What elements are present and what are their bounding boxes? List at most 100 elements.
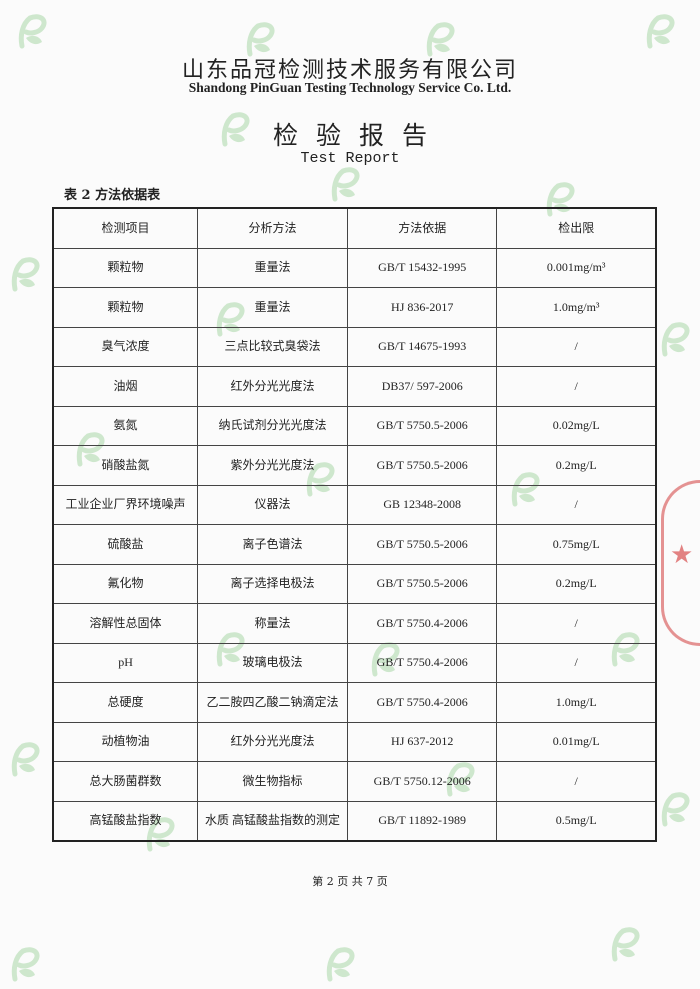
company-name-cn: 山东品冠检测技术服务有限公司 — [181, 58, 518, 83]
item-cell: 高锰酸盐指数 — [52, 800, 199, 842]
detection-limit-cell: / — [496, 366, 657, 407]
detection-limit-cell: 0.001mg/m³ — [496, 247, 657, 288]
report-title-cn: 检验报告 — [272, 121, 445, 150]
detection-limit-cell: 0.02mg/L — [496, 405, 657, 446]
pinguan-logo-icon — [12, 12, 52, 52]
item-cell: pH — [52, 642, 199, 683]
pinguan-logo-icon — [215, 110, 255, 150]
table-row: 颗粒物 重量法 GB/T 15432-1995 0.001mg/m³ — [52, 247, 657, 288]
detection-limit-cell: / — [496, 603, 657, 644]
column-header: 方法依据 — [346, 207, 498, 249]
column-header: 分析方法 — [197, 207, 348, 249]
method-cell: 重量法 — [197, 247, 348, 288]
method-cell: 称量法 — [197, 603, 348, 644]
standard-cell: HJ 637-2012 — [346, 721, 498, 762]
item-cell: 硫酸盐 — [52, 524, 199, 565]
pinguan-logo-icon — [655, 790, 695, 830]
standard-cell: GB/T 5750.5-2006 — [346, 405, 498, 446]
method-cell: 仪器法 — [197, 484, 348, 525]
standard-cell: GB/T 5750.4-2006 — [346, 603, 498, 644]
item-cell: 颗粒物 — [52, 287, 199, 328]
detection-limit-cell: 1.0mg/L — [496, 682, 657, 723]
method-cell: 离子选择电极法 — [197, 563, 348, 604]
report-title-en: Test Report — [300, 150, 400, 167]
detection-limit-cell: / — [496, 761, 657, 802]
method-cell: 水质 高锰酸盐指数的测定 — [197, 800, 348, 842]
item-cell: 动植物油 — [52, 721, 199, 762]
method-basis-table: 检测项目 分析方法 方法依据 检出限 颗粒物 重量法 GB/T 15432-1995… — [52, 207, 657, 842]
standard-cell: DB37/ 597-2006 — [346, 366, 498, 407]
standard-cell: GB/T 11892-1989 — [346, 800, 498, 842]
table-row: 氨氮 纳氏试剂分光光度法 GB/T 5750.5-2006 0.02mg/L — [52, 405, 657, 446]
table-row: 溶解性总固体 称量法 GB/T 5750.4-2006/ — [52, 603, 657, 644]
standard-cell: GB 12348-2008 — [346, 484, 498, 525]
detection-limit-cell: 0.01mg/L — [496, 721, 657, 762]
company-name-en: Shandong PinGuan Testing Technology Serv… — [188, 80, 512, 95]
table-row: 硝酸盐氮 紫外分光光度法 GB/T 5750.5-2006 0.2mg/L — [52, 445, 657, 486]
standard-cell: GB/T 5750.5-2006 — [346, 445, 498, 486]
column-header: 检测项目 — [52, 207, 199, 249]
table-row: 颗粒物 重量法 HJ 836-2017 1.0mg/m³ — [52, 287, 657, 328]
item-cell: 总大肠菌群数 — [52, 761, 199, 802]
standard-cell: GB/T 5750.4-2006 — [346, 642, 498, 683]
table-row: 硫酸盐 离子色谱法 GB/T 5750.5-2006 0.75mg/L — [52, 524, 657, 565]
method-cell: 微生物指标 — [197, 761, 348, 802]
table-header-row: 检测项目 分析方法 方法依据 检出限 — [52, 207, 657, 249]
pinguan-logo-icon — [5, 740, 45, 780]
detection-limit-cell: 0.2mg/L — [496, 563, 657, 604]
detection-limit-cell: 0.2mg/L — [496, 445, 657, 486]
table-row: 油烟 红外分光光度法 DB37/ 597-2006/ — [52, 366, 657, 407]
page-number: 第 2 页 共 7 页 — [312, 875, 388, 888]
pinguan-logo-icon — [655, 320, 695, 360]
item-cell: 溶解性总固体 — [52, 603, 199, 644]
table-row: 动植物油 红外分光光度法 HJ 637-2012 0.01mg/L — [52, 721, 657, 762]
standard-cell: GB/T 5750.12-2006 — [346, 761, 498, 802]
standard-cell: GB/T 15432-1995 — [346, 247, 498, 288]
item-cell: 颗粒物 — [52, 247, 199, 288]
pinguan-logo-icon — [240, 20, 280, 60]
method-cell: 纳氏试剂分光光度法 — [197, 405, 348, 446]
standard-cell: GB/T 14675-1993 — [346, 326, 498, 367]
item-cell: 硝酸盐氮 — [52, 445, 199, 486]
method-cell: 红外分光光度法 — [197, 721, 348, 762]
item-cell: 氟化物 — [52, 563, 199, 604]
pinguan-logo-icon — [605, 925, 645, 965]
detection-limit-cell: 0.75mg/L — [496, 524, 657, 565]
method-cell: 红外分光光度法 — [197, 366, 348, 407]
column-header: 检出限 — [496, 207, 657, 249]
item-cell: 总硬度 — [52, 682, 199, 723]
standard-cell: GB/T 5750.4-2006 — [346, 682, 498, 723]
table-row: 工业企业厂界环境噪声 仪器法 GB 12348-2008/ — [52, 484, 657, 525]
pinguan-logo-icon — [5, 945, 45, 985]
method-cell: 乙二胺四乙酸二钠滴定法 — [197, 682, 348, 723]
pinguan-logo-icon — [5, 255, 45, 295]
method-cell: 离子色谱法 — [197, 524, 348, 565]
standard-cell: HJ 836-2017 — [346, 287, 498, 328]
item-cell: 氨氮 — [52, 405, 199, 446]
detection-limit-cell: 1.0mg/m³ — [496, 287, 657, 328]
detection-limit-cell: / — [496, 326, 657, 367]
standard-cell: GB/T 5750.5-2006 — [346, 563, 498, 604]
item-cell: 油烟 — [52, 366, 199, 407]
detection-limit-cell: / — [496, 484, 657, 525]
item-cell: 工业企业厂界环境噪声 — [52, 484, 199, 525]
pinguan-logo-icon — [640, 12, 680, 52]
pinguan-logo-icon — [420, 20, 460, 60]
item-cell: 臭气浓度 — [52, 326, 199, 367]
detection-limit-cell: 0.5mg/L — [496, 800, 657, 842]
method-cell: 紫外分光光度法 — [197, 445, 348, 486]
stamp-star-icon: ★ — [670, 540, 694, 570]
table-row: 总大肠菌群数 微生物指标 GB/T 5750.12-2006/ — [52, 761, 657, 802]
method-cell: 玻璃电极法 — [197, 642, 348, 683]
method-cell: 重量法 — [197, 287, 348, 328]
pinguan-logo-icon — [320, 945, 360, 985]
table-caption: 表 2 方法依据表 — [64, 188, 161, 203]
pinguan-logo-icon — [325, 165, 365, 205]
table-row: 总硬度 乙二胺四乙酸二钠滴定法 GB/T 5750.4-2006 1.0mg/L — [52, 682, 657, 723]
method-cell: 三点比较式臭袋法 — [197, 326, 348, 367]
table-row: 高锰酸盐指数 水质 高锰酸盐指数的测定 GB/T 11892-1989 0.5mg/L — [52, 800, 657, 842]
table-row: pH 玻璃电极法 GB/T 5750.4-2006/ — [52, 642, 657, 683]
detection-limit-cell: / — [496, 642, 657, 683]
table-row: 氟化物 离子选择电极法 GB/T 5750.5-2006 0.2mg/L — [52, 563, 657, 604]
standard-cell: GB/T 5750.5-2006 — [346, 524, 498, 565]
